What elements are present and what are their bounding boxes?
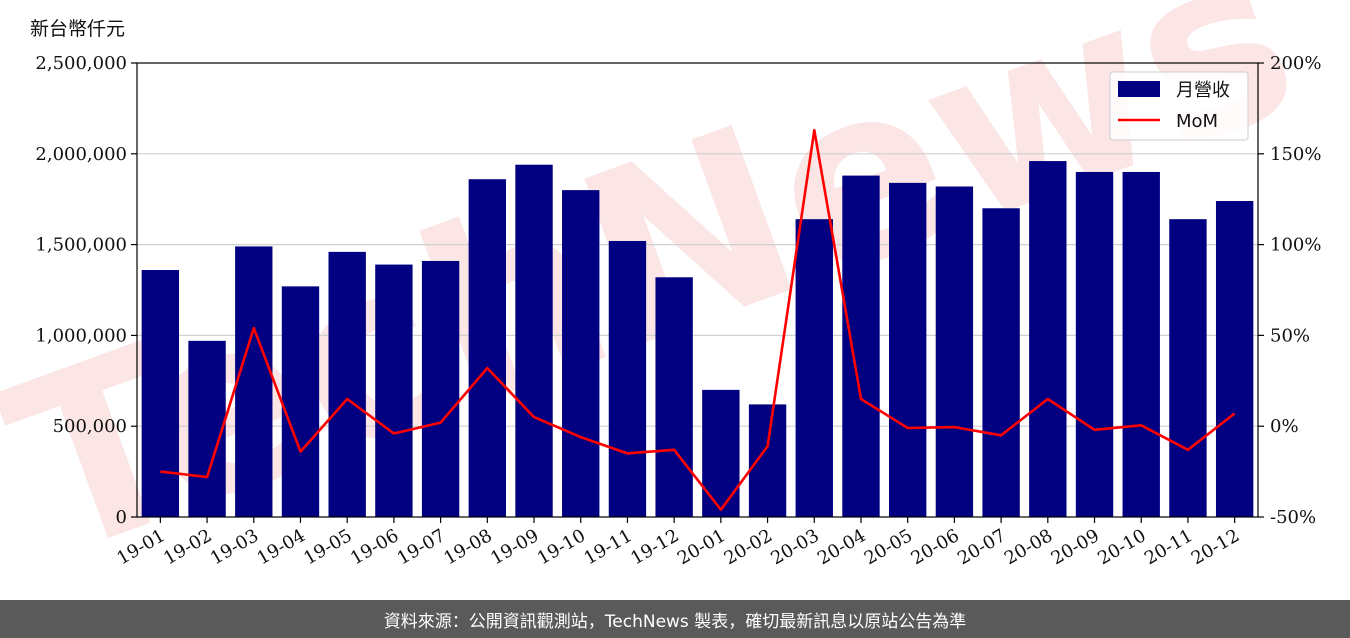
x-tick-label: 20-11 [1141,525,1196,569]
bar-19-08 [468,179,506,517]
x-tick-label: 19-05 [300,525,355,569]
left-tick-label: 1,000,000 [35,325,127,346]
x-tick-label: 19-09 [487,525,542,569]
bar-20-10 [1122,171,1160,517]
x-tick-label: 19-12 [627,525,682,569]
bar-20-11 [1169,219,1207,517]
x-tick-label: 20-10 [1094,525,1149,569]
bar-20-02 [748,404,787,517]
bar-20-01 [702,389,740,517]
legend-swatch-bar [1118,81,1160,97]
right-tick-label: 50% [1270,325,1310,346]
x-tick-label: 20-06 [907,525,962,569]
bar-19-11 [608,240,647,517]
left-tick-label: 500,000 [53,416,127,437]
x-tick-label: 20-07 [954,525,1009,569]
left-tick-label: 1,500,000 [35,235,127,256]
bar-19-03 [235,246,273,517]
bar-19-09 [515,164,553,518]
bar-19-12 [655,277,693,517]
legend: 月營收 MoM [1109,71,1249,141]
y-axis-unit-label: 新台幣仟元 [30,18,126,40]
revenue-chart: TechNews 0500,0001,000,0001,500,0002,000… [0,0,1327,600]
mom-line [160,128,1236,512]
x-tick-label: 20-02 [721,525,776,569]
right-tick-label: 100% [1270,235,1321,256]
line-series [160,128,1236,512]
bar-19-07 [421,260,460,517]
right-tick-label: 200% [1270,53,1321,74]
bar-series [141,161,1254,518]
x-tick-label: 19-10 [534,525,589,569]
legend-label-revenue: 月營收 [1176,80,1230,101]
bar-20-03 [795,219,833,517]
left-tick-label: 2,000,000 [35,144,127,165]
bar-20-04 [842,175,880,518]
x-tick-label: 20-08 [1001,525,1056,569]
legend-label-mom: MoM [1176,111,1218,132]
bar-20-08 [1029,161,1067,517]
bar-19-10 [562,190,600,517]
bar-19-04 [281,286,320,517]
bar-19-02 [188,340,226,517]
bar-19-06 [375,264,413,517]
source-footer: 資料來源：公開資訊觀測站，TechNews 製表，確切最新訊息以原站公告為準 [0,600,1350,638]
source-footer-text: 資料來源：公開資訊觀測站，TechNews 製表，確切最新訊息以原站公告為準 [383,611,967,632]
x-tick-label: 19-07 [394,525,449,569]
bar-20-12 [1215,201,1254,518]
x-tick-label: 19-06 [347,525,402,569]
x-tick-label: 20-04 [814,525,869,569]
bar-19-01 [141,270,180,517]
bar-20-07 [982,208,1020,517]
right-tick-label: -50% [1270,507,1316,528]
x-tick-label: 20-09 [1048,525,1103,569]
left-tick-label: 0 [116,507,127,528]
x-tick-label: 20-05 [861,525,916,569]
right-tick-label: 0% [1270,416,1299,437]
x-tick-label: 19-08 [440,525,495,569]
bar-20-06 [935,186,974,517]
bar-19-05 [328,251,366,517]
left-tick-label: 2,500,000 [35,53,127,74]
x-tick-label: 20-03 [767,525,822,569]
x-tick-label: 20-01 [674,525,729,569]
plot-frame [136,62,1259,518]
x-tick-label: 20-12 [1188,525,1243,569]
x-tick-label: 19-11 [580,525,635,569]
right-tick-label: 150% [1270,144,1321,165]
bar-20-05 [889,182,927,517]
bar-20-09 [1075,171,1114,517]
